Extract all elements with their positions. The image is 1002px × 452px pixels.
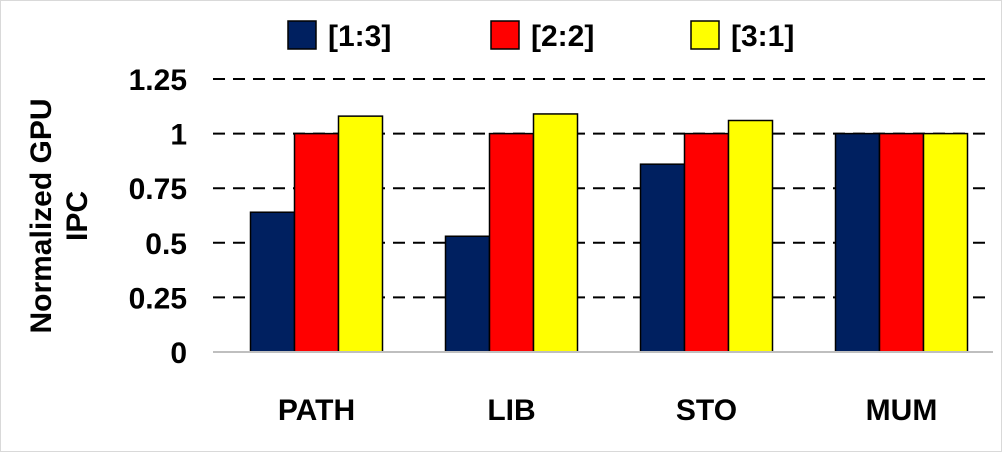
y-tick-label: 1.25 [129, 64, 187, 97]
bar [727, 119, 774, 353]
bar [878, 132, 925, 353]
legend-swatch [690, 20, 720, 50]
x-category-label: PATH [278, 394, 355, 427]
legend-label: [3:1] [731, 20, 794, 53]
bar [488, 132, 535, 353]
y-tick-label: 0.25 [129, 282, 187, 315]
y-axis-title-line: IPC [61, 191, 94, 241]
legend-swatch [490, 20, 520, 50]
x-category-labels: PATH LIB STO MUM [278, 394, 937, 427]
bar [683, 132, 730, 353]
y-axis-title: Normalized GPU IPC [25, 98, 94, 333]
bar [834, 132, 881, 353]
y-tick-label: 0.5 [145, 228, 187, 261]
bar [444, 235, 491, 353]
legend: [1:3] [2:2] [3:1] [287, 20, 794, 53]
y-tick-label: 0 [170, 337, 187, 370]
x-category-label: LIB [487, 394, 535, 427]
y-tick-label: 1 [170, 119, 187, 152]
bars [249, 113, 969, 353]
y-tick-label: 0.75 [129, 173, 187, 206]
legend-label: [2:2] [531, 20, 594, 53]
y-axis-title-line: Normalized GPU [25, 98, 58, 333]
x-category-label: MUM [866, 394, 938, 427]
bar [922, 132, 969, 353]
bar [532, 113, 579, 353]
bar [337, 115, 384, 353]
bar [639, 163, 686, 353]
x-category-label: STO [676, 394, 737, 427]
bar [249, 211, 296, 353]
legend-swatch [287, 20, 317, 50]
bar [293, 132, 340, 353]
legend-label: [1:3] [328, 20, 391, 53]
y-tick-labels: 0 0.25 0.5 0.75 1 1.25 [129, 64, 187, 370]
